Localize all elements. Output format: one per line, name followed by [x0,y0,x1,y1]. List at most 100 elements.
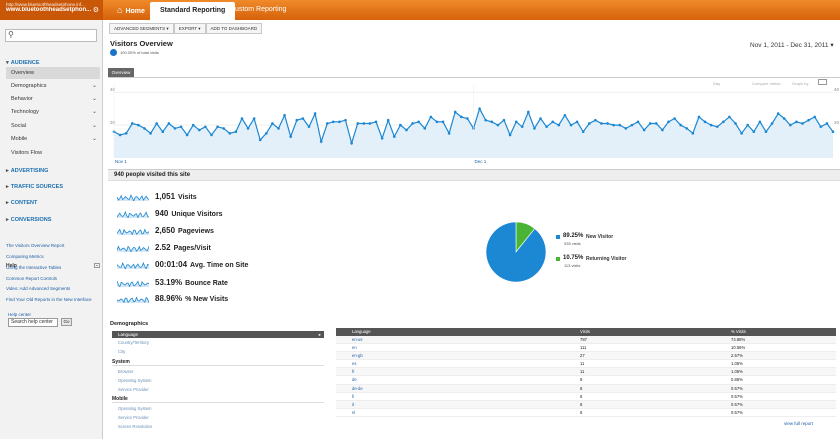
data-point[interactable] [228,132,232,135]
data-point[interactable] [685,127,689,130]
help-link[interactable]: Common Report Controls [6,276,58,281]
view-full-report-link[interactable]: view full report [784,421,814,426]
add-to-dashboard-button[interactable]: ADD TO DASHBOARD [205,23,263,34]
data-point[interactable] [137,123,140,127]
data-point[interactable] [173,127,177,130]
visitor-type-pie[interactable] [485,221,547,283]
data-point[interactable] [325,122,329,125]
data-point[interactable] [795,120,798,124]
data-point[interactable] [210,133,213,137]
data-point[interactable] [191,123,195,127]
data-point[interactable] [429,115,433,119]
data-point[interactable] [673,117,676,120]
data-point[interactable] [179,125,183,129]
data-point[interactable] [307,125,311,129]
data-point[interactable] [283,113,286,117]
sidebar-item-technology[interactable]: Technology ⌄ [6,106,100,118]
data-point[interactable] [496,123,500,127]
data-point[interactable] [460,115,463,119]
help-link[interactable]: Video: Add Advanced Segments [6,286,71,291]
data-point[interactable] [167,122,171,125]
data-point[interactable] [782,117,786,120]
data-point[interactable] [636,120,640,124]
data-point[interactable] [234,130,238,133]
data-point[interactable] [667,120,670,124]
data-point[interactable] [789,123,792,127]
minimize-icon[interactable]: − [94,263,100,268]
data-point[interactable] [143,127,146,130]
data-point[interactable] [575,120,579,124]
data-point[interactable] [801,122,804,125]
data-point[interactable] [161,130,165,133]
data-point[interactable] [246,127,250,130]
data-point[interactable] [746,123,749,127]
data-point[interactable] [654,122,658,125]
data-point[interactable] [533,127,536,130]
data-point[interactable] [216,125,219,129]
data-point[interactable] [149,132,152,135]
date-range-selector[interactable]: Nov 1, 2011 - Dec 31, 2011 ▾ [750,42,834,49]
data-point[interactable] [606,122,609,125]
data-point[interactable] [734,122,737,125]
data-point[interactable] [722,120,725,124]
data-point[interactable] [703,120,707,124]
data-point[interactable] [520,125,524,129]
mobile-provider[interactable]: Service Provider [118,415,149,420]
data-point[interactable] [478,107,481,110]
data-point[interactable] [405,128,408,132]
data-point[interactable] [435,120,439,124]
data-point[interactable] [502,118,506,122]
data-point[interactable] [758,120,762,124]
data-point[interactable] [490,120,494,124]
data-point[interactable] [807,118,810,122]
data-point[interactable] [374,120,378,124]
data-point[interactable] [240,117,244,120]
data-point[interactable] [344,118,347,122]
sidebar-item-visitors-flow[interactable]: Visitors Flow [11,150,43,156]
language-link[interactable]: en-gb [352,353,363,359]
data-point[interactable] [545,125,548,129]
language-link[interactable]: en [352,345,357,351]
sidebar-item-demographics[interactable]: Demographics ⌄ [6,80,100,92]
demographics-city[interactable]: City [118,349,126,354]
data-point[interactable] [825,122,829,125]
sidebar-item-social[interactable]: Social ⌄ [6,120,100,132]
data-point[interactable] [813,115,817,119]
gear-icon[interactable]: ⚙ [92,7,99,14]
data-point[interactable] [770,122,774,125]
data-point[interactable] [630,123,634,127]
advanced-segments-button[interactable]: ADVANCED SEGMENTS ▾ [109,23,174,34]
data-point[interactable] [508,133,512,137]
help-go-button[interactable]: Go [61,318,72,326]
granularity-day[interactable]: Day [713,81,721,86]
data-point[interactable] [368,122,372,125]
visits-chart[interactable]: 20 20 40 40 Nov 1 Dec 1 [108,77,840,164]
data-point[interactable] [392,135,396,138]
data-point[interactable] [130,122,134,125]
data-point[interactable] [252,117,256,120]
data-point[interactable] [258,138,262,142]
col-pct-visits[interactable]: % Visits [731,329,746,334]
sidebar-item-behavior[interactable]: Behavior ⌄ [6,93,100,105]
sidebar-item-mobile[interactable]: Mobile ⌄ [6,133,100,145]
data-point[interactable] [715,125,719,129]
data-point[interactable] [709,123,713,127]
data-point[interactable] [624,127,628,130]
data-point[interactable] [417,120,420,124]
data-point[interactable] [679,123,682,127]
data-point[interactable] [752,130,756,133]
help-link[interactable]: Comparing Metrics [6,254,44,259]
data-point[interactable] [648,122,652,125]
tab-custom-reporting[interactable]: Custom Reporting [230,6,287,13]
data-point[interactable] [612,123,615,127]
data-point[interactable] [819,125,823,129]
data-point[interactable] [338,120,341,124]
col-visits[interactable]: Visits [580,329,590,334]
data-point[interactable] [776,112,780,115]
help-link[interactable]: Using the Interactive Tables [6,265,62,270]
data-point[interactable] [697,115,701,119]
language-link[interactable]: de [352,377,357,383]
data-point[interactable] [380,136,384,140]
col-language[interactable]: Language [352,329,371,334]
sidebar-section-advertising[interactable]: ▸ ADVERTISING [6,168,49,174]
